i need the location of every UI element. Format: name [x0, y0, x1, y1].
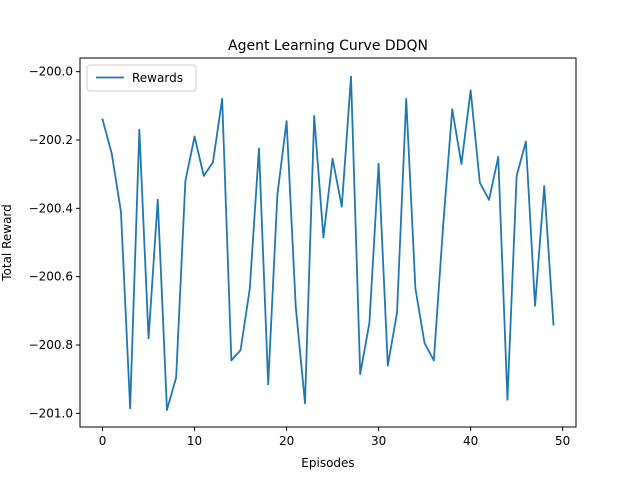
data-point [138, 128, 141, 131]
data-point [506, 398, 509, 401]
data-point [276, 193, 279, 196]
data-point [193, 135, 196, 138]
data-point [184, 180, 187, 182]
data-point [313, 115, 316, 117]
x-tick-label: 20 [279, 434, 294, 448]
data-point [147, 337, 150, 340]
data-point [377, 163, 380, 165]
data-point [340, 205, 343, 208]
data-point [230, 359, 233, 362]
data-point [304, 402, 306, 404]
data-point [515, 174, 518, 177]
y-tick-label: −200.6 [29, 270, 73, 284]
data-point [331, 157, 334, 160]
data-point [166, 409, 168, 411]
data-point [478, 181, 481, 184]
y-tick-label: −200.0 [29, 65, 73, 79]
data-point [285, 120, 288, 123]
data-point [396, 311, 398, 314]
data-point [350, 75, 352, 78]
y-tick-label: −200.8 [29, 338, 73, 352]
x-tick-label: 50 [555, 434, 570, 448]
y-axis-ticks: −201.0 −200.8 −200.6 −200.4 −200.2 −200.0 [29, 65, 80, 420]
x-axis-label: Episodes [301, 456, 354, 470]
data-point [524, 140, 527, 143]
data-point [442, 226, 444, 229]
y-axis-label: Total Reward [0, 204, 14, 282]
data-point [248, 287, 251, 290]
x-tick-label: 40 [463, 434, 478, 448]
data-point [294, 306, 297, 309]
data-point [120, 210, 122, 213]
data-point [239, 349, 242, 352]
x-tick-label: 0 [99, 434, 107, 448]
x-tick-label: 10 [187, 434, 202, 448]
data-point [175, 376, 178, 379]
axes-frame [79, 57, 577, 428]
x-axis-ticks: 0 10 20 30 40 50 [99, 427, 570, 448]
data-point [110, 152, 113, 155]
data-point [451, 108, 454, 111]
plot-area: 0 10 20 30 40 50 −201.0 −200.8 −200.6 −200.4 −200… [29, 57, 577, 448]
series-points-rewards [101, 75, 555, 411]
data-point [405, 98, 408, 100]
data-point [267, 383, 270, 386]
data-point [488, 198, 490, 201]
data-point [101, 118, 104, 121]
data-point [552, 323, 555, 326]
y-tick-label: −200.2 [29, 133, 73, 147]
data-point [212, 161, 214, 164]
y-tick-label: −200.4 [29, 201, 73, 215]
chart-title: Agent Learning Curve DDQN [228, 38, 428, 54]
data-point [386, 364, 389, 367]
data-point [368, 321, 371, 324]
data-point [469, 89, 472, 92]
data-point [432, 359, 435, 362]
data-point [202, 174, 205, 177]
legend: Rewards [86, 64, 197, 92]
y-tick-label: −201.0 [29, 406, 73, 420]
legend-box [86, 64, 197, 92]
data-point [322, 236, 325, 239]
data-point [423, 342, 426, 345]
data-point [156, 198, 159, 201]
data-point [414, 287, 417, 290]
data-point [129, 407, 132, 410]
data-point [221, 98, 224, 100]
data-point [534, 304, 536, 307]
x-tick-label: 30 [371, 434, 386, 448]
series-line-rewards [101, 75, 555, 411]
data-point [497, 156, 500, 158]
plot-background [80, 58, 576, 427]
legend-label-rewards: Rewards [132, 71, 183, 85]
data-point [460, 163, 463, 165]
data-point [359, 373, 362, 375]
data-point [543, 185, 546, 188]
data-point [258, 147, 260, 150]
